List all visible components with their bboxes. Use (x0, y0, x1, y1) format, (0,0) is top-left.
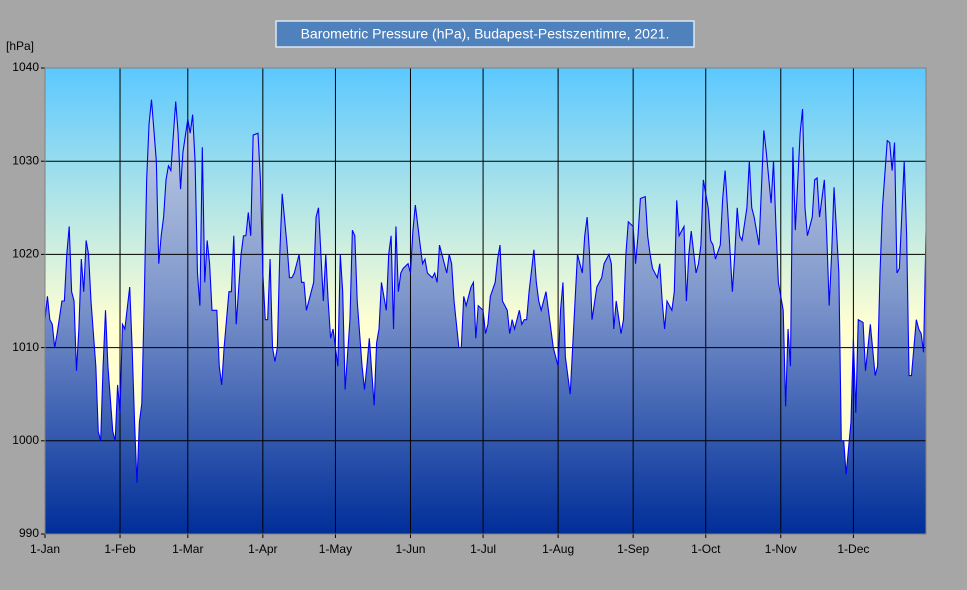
y-tick-label: 1030 (12, 153, 39, 167)
chart-title: Barometric Pressure (hPa), Budapest-Pest… (301, 26, 670, 42)
y-tick-label: 1040 (12, 60, 39, 74)
x-tick-label: 1-Aug (542, 542, 574, 556)
pressure-line (44, 99, 927, 483)
x-tick-label: 1-Nov (765, 542, 797, 556)
title-box (275, 20, 695, 48)
x-tick-label: 1-Apr (248, 542, 277, 556)
x-tick-label: 1-Feb (104, 542, 136, 556)
y-tick-label: 1020 (12, 247, 39, 261)
y-axis-label: [hPa] (6, 39, 34, 53)
x-tick-label: 1-Sep (617, 542, 649, 556)
x-tick-label: 1-May (319, 542, 352, 556)
x-tick-label: 1-Jun (395, 542, 425, 556)
x-tick-label: 1-Jul (470, 542, 496, 556)
y-tick-label: 990 (19, 526, 39, 540)
x-tick-label: 1-Jan (30, 542, 60, 556)
x-tick-label: 1-Oct (691, 542, 721, 556)
y-tick-label: 1010 (12, 340, 39, 354)
plot-border (44, 67, 927, 535)
x-tick-label: 1-Mar (172, 542, 203, 556)
y-tick-label: 1000 (12, 433, 39, 447)
x-tick-label: 1-Dec (837, 542, 869, 556)
